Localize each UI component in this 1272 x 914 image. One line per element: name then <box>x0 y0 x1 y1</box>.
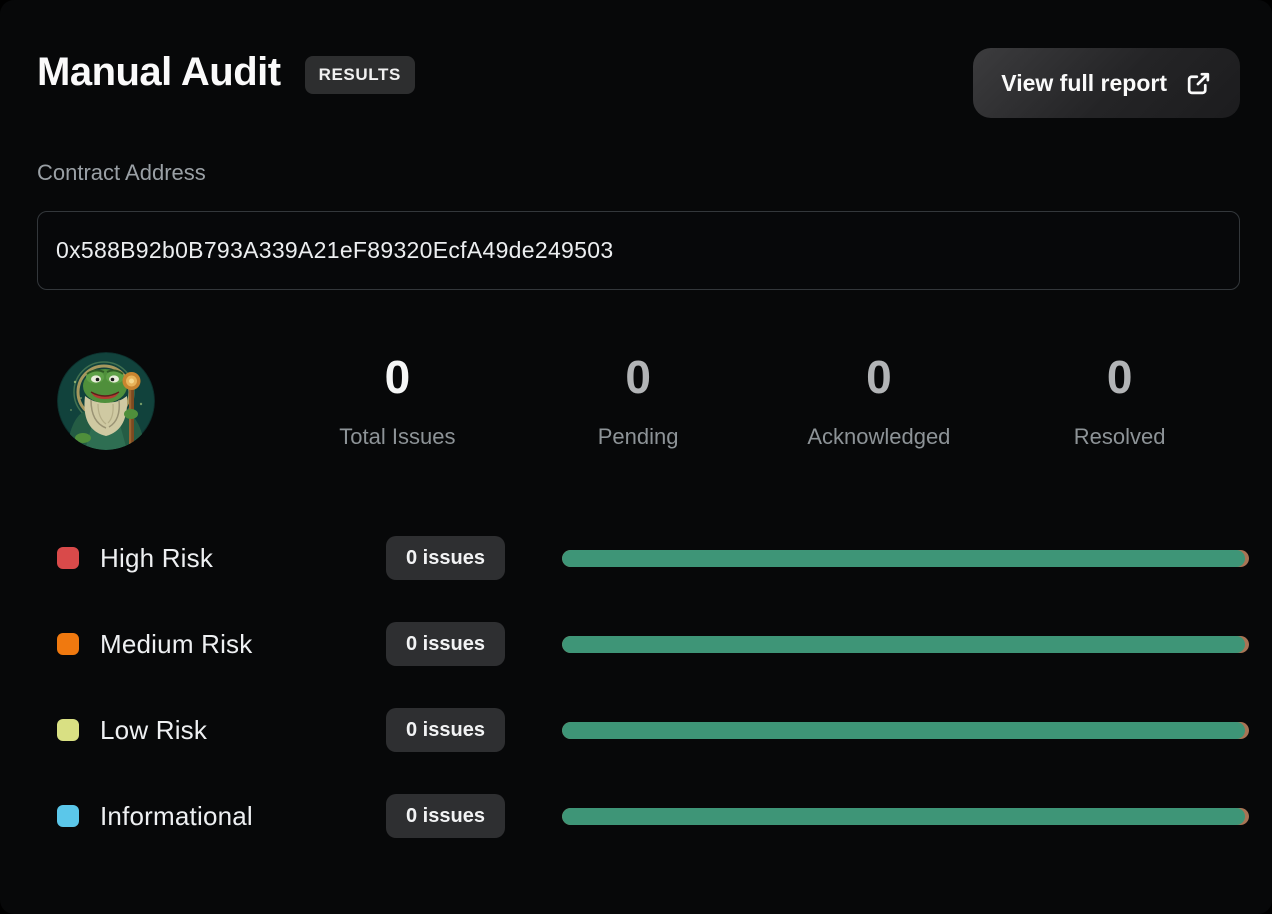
issues-count-badge: 0 issues <box>386 622 505 666</box>
stats-row: 0 Total Issues 0 Pending 0 Acknowledged … <box>57 352 1240 450</box>
page-title: Manual Audit <box>37 50 281 94</box>
risk-list: High Risk 0 issues Medium Risk 0 issues … <box>57 536 1249 838</box>
stat-value: 0 <box>1106 351 1133 403</box>
risk-label: Low Risk <box>100 714 208 745</box>
stat-label: Total Issues <box>339 424 456 449</box>
progress-fill <box>561 549 1245 567</box>
risk-row-low: Low Risk 0 issues <box>57 708 1249 752</box>
risk-left: Informational <box>57 801 386 832</box>
risk-left: Medium Risk <box>57 629 386 660</box>
pepe-wizard-avatar <box>57 352 155 450</box>
stat-columns: 0 Total Issues 0 Pending 0 Acknowledged … <box>277 352 1240 450</box>
contract-address-label: Contract Address <box>37 160 206 185</box>
high-risk-swatch <box>57 547 79 569</box>
token-avatar <box>57 352 155 450</box>
stat-resolved: 0 Resolved <box>999 352 1240 450</box>
results-badge: RESULTS <box>304 56 415 94</box>
issues-count-badge: 0 issues <box>386 794 505 838</box>
stat-pending: 0 Pending <box>518 352 759 450</box>
low-risk-progress-bar <box>561 721 1249 739</box>
stat-value: 0 <box>625 351 651 403</box>
risk-row-informational: Informational 0 issues <box>57 794 1249 838</box>
stat-total-issues: 0 Total Issues <box>277 352 518 450</box>
stat-value: 0 <box>866 351 892 403</box>
issues-count-badge: 0 issues <box>386 536 505 580</box>
medium-risk-progress-bar <box>561 635 1249 653</box>
risk-row-medium: Medium Risk 0 issues <box>57 622 1249 666</box>
contract-address-input[interactable] <box>37 211 1240 290</box>
stat-value: 0 <box>384 351 411 403</box>
stat-label: Resolved <box>1073 424 1166 449</box>
high-risk-progress-bar <box>561 549 1249 567</box>
risk-row-high: High Risk 0 issues <box>57 536 1249 580</box>
view-full-report-button[interactable]: View full report <box>973 48 1240 118</box>
risk-left: High Risk <box>57 543 386 574</box>
stat-label: Pending <box>597 424 679 449</box>
view-full-report-label: View full report <box>1001 69 1167 96</box>
stat-acknowledged: 0 Acknowledged <box>759 352 1000 450</box>
risk-label: Medium Risk <box>100 628 253 659</box>
risk-left: Low Risk <box>57 715 386 746</box>
medium-risk-swatch <box>57 633 79 655</box>
progress-fill <box>561 721 1245 739</box>
progress-fill <box>561 635 1245 653</box>
informational-swatch <box>57 805 79 827</box>
informational-progress-bar <box>561 807 1249 825</box>
header: Manual Audit RESULTS View full report <box>0 0 1272 118</box>
external-link-icon <box>1185 70 1212 97</box>
issues-count-badge: 0 issues <box>386 708 505 752</box>
progress-fill <box>561 807 1245 825</box>
stat-label: Acknowledged <box>807 424 951 449</box>
low-risk-swatch <box>57 719 79 741</box>
risk-label: Informational <box>100 800 253 831</box>
risk-label: High Risk <box>100 542 214 573</box>
